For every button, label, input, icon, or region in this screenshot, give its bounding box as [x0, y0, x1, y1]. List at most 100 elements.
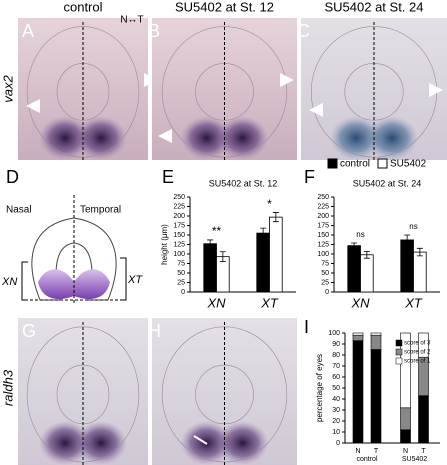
arrowhead: [144, 73, 158, 87]
x-tick-label: XN: [206, 295, 226, 310]
xn-label: XN: [1, 276, 17, 288]
y-tick-label: 175: [317, 222, 329, 229]
y-tick-label: 75: [321, 260, 329, 267]
bar-segment: [352, 332, 364, 336]
y-tick-label: 225: [317, 203, 329, 210]
bar-segment: [400, 332, 411, 409]
panel-letter: F: [304, 167, 315, 187]
y-tick-label: 10: [332, 429, 340, 436]
panel-letter: D: [6, 167, 19, 187]
legend-swatch: [395, 348, 403, 356]
bar: [347, 245, 361, 293]
column-title: SU5402 at St. 24: [324, 0, 423, 14]
error-bar: [351, 242, 358, 249]
y-tick-label: 90: [332, 341, 340, 348]
blob: [75, 421, 127, 465]
row-label: raldh3: [0, 369, 15, 406]
arrowhead: [280, 73, 294, 87]
y-tick-label: 175: [173, 222, 185, 229]
panel-letter: H: [148, 321, 161, 341]
y-tick-label: 100: [317, 251, 329, 258]
error-bar: [260, 227, 267, 239]
y-tick-label: 50: [332, 385, 340, 392]
bar-segment: [352, 340, 364, 444]
column-title: SU5402 at St. 12: [175, 0, 274, 14]
bar-segment: [370, 334, 382, 350]
y-tick-label: 150: [317, 232, 329, 239]
y-tick-label: 100: [173, 251, 185, 258]
bar: [203, 243, 217, 293]
legend-label: score of 1: [404, 359, 431, 365]
bar-segment: [370, 349, 382, 444]
temporal-label: Temporal: [80, 205, 121, 216]
y-tick-label: 70: [332, 363, 340, 370]
panel-letter: E: [162, 167, 174, 187]
bar: [400, 239, 414, 293]
legend-label: control: [340, 159, 370, 170]
y-tick-label: 125: [173, 241, 185, 248]
diagram-panel: D Nasal Temporal XN XT: [1, 167, 143, 305]
bar-segment: [400, 407, 411, 431]
y-tick-label: 30: [332, 407, 340, 414]
error-bar: [207, 239, 214, 248]
error-bar: [272, 212, 279, 223]
y-tick-label: 60: [332, 374, 340, 381]
bar-segment: [400, 429, 411, 444]
y-tick-label: 250: [317, 194, 329, 201]
y-tick-label: 25: [321, 279, 329, 286]
y-tick-label: 80: [332, 352, 340, 359]
group-label: control: [356, 456, 377, 463]
legend-label: score of 3: [404, 341, 431, 347]
column-title: control: [63, 0, 102, 14]
y-tick-label: 125: [317, 241, 329, 248]
legend-label: score of 2: [404, 350, 431, 356]
x-tick-label: XT: [260, 295, 279, 310]
panel-letter: I: [304, 317, 309, 337]
bar-segment: [418, 332, 429, 358]
y-tick-label: 150: [173, 232, 185, 239]
bracket: [120, 257, 127, 301]
blob: [39, 421, 91, 465]
arrowhead: [429, 83, 443, 97]
arrow: [193, 435, 208, 445]
blob: [39, 116, 91, 160]
legend-swatch: [395, 339, 403, 347]
y-tick-label: 20: [332, 418, 340, 425]
bar: [269, 216, 283, 293]
y-tick-label: 100: [328, 330, 340, 337]
row-label: vax2: [0, 75, 15, 103]
nasal-label: Nasal: [6, 205, 32, 216]
bar: [256, 232, 270, 293]
x-tick-label: XT: [404, 295, 423, 310]
bar: [360, 254, 374, 293]
x-tick-label: T: [374, 448, 379, 455]
significance-label: **: [212, 224, 222, 238]
y-tick-label: 75: [177, 260, 185, 267]
legend-swatch: [377, 158, 388, 169]
bracket: [21, 261, 28, 301]
bar-segment: [370, 332, 382, 336]
arrowhead: [158, 129, 172, 143]
panel-letter: C: [297, 21, 310, 41]
y-tick-label: 250: [173, 194, 185, 201]
y-axis-label: height (μm): [160, 224, 169, 265]
bar: [413, 251, 427, 293]
y-tick-label: 0: [325, 289, 329, 296]
y-tick-label: 225: [173, 203, 185, 210]
panel-letter: G: [22, 321, 36, 341]
bar-segment: [418, 395, 429, 444]
error-bar: [219, 251, 226, 262]
significance-label: ns: [356, 230, 364, 239]
y-tick-label: 0: [181, 289, 185, 296]
x-tick-label: T: [421, 448, 426, 455]
legend-swatch: [327, 158, 338, 169]
arrowhead: [26, 99, 40, 113]
blob: [216, 421, 269, 465]
group-label: SU5402: [402, 456, 427, 463]
expression-domain: [38, 269, 110, 300]
error-bar: [416, 247, 423, 257]
y-tick-label: 0: [336, 440, 340, 447]
y-tick-label: 200: [317, 213, 329, 220]
